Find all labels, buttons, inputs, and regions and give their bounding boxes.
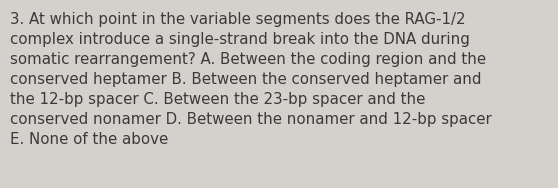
Text: 3. At which point in the variable segments does the RAG-1/2
complex introduce a : 3. At which point in the variable segmen… — [10, 12, 492, 147]
